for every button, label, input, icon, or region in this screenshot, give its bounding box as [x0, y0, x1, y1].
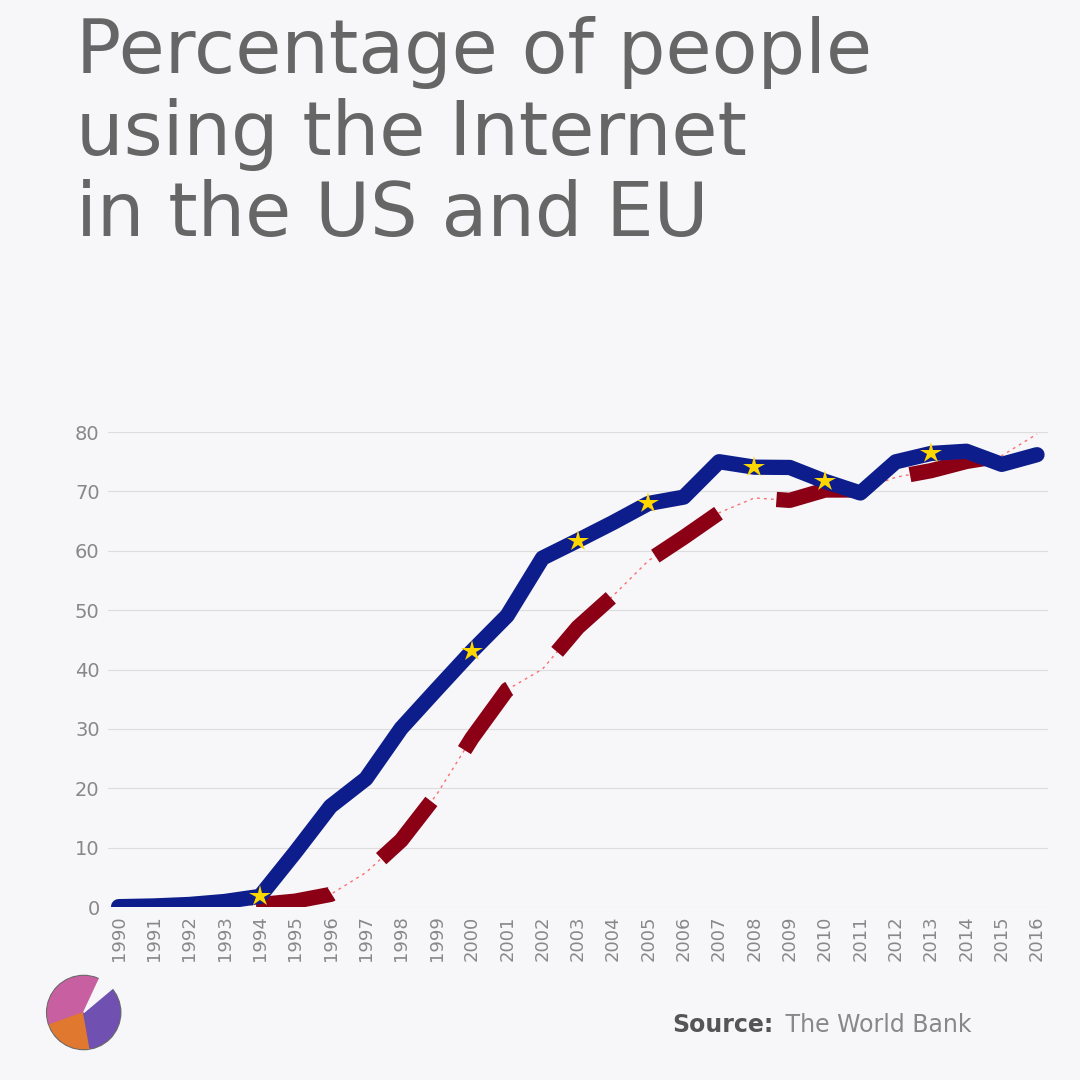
Wedge shape — [84, 978, 113, 1013]
Wedge shape — [84, 982, 120, 1048]
Text: The World Bank: The World Bank — [779, 1013, 972, 1037]
Text: Percentage of people
using the Internet
in the US and EU: Percentage of people using the Internet … — [76, 16, 872, 253]
Text: Source:: Source: — [672, 1013, 773, 1037]
Circle shape — [46, 975, 121, 1050]
Wedge shape — [48, 976, 102, 1025]
Wedge shape — [50, 1013, 90, 1049]
